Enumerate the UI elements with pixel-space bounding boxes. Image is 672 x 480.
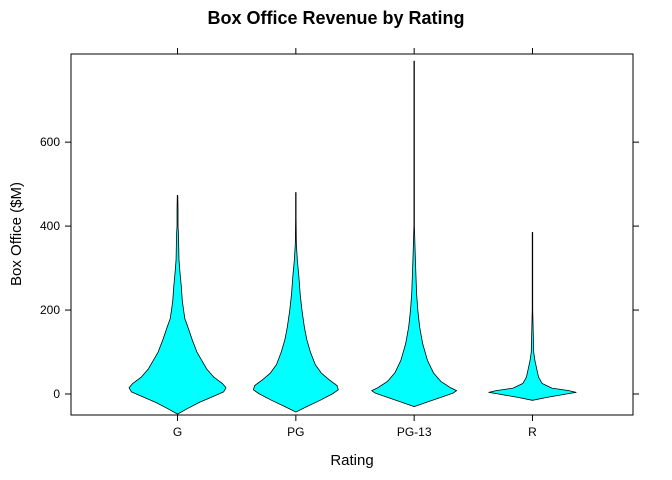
plot-frame: [70, 53, 634, 416]
x-tick-label: R: [528, 425, 537, 439]
violin-g: [128, 195, 227, 415]
x-axis: G PG PG-13 R: [173, 48, 537, 439]
y-axis-label: Box Office ($M): [8, 182, 25, 286]
x-axis-label: Rating: [330, 452, 373, 469]
chart-title: Box Office Revenue by Rating: [207, 8, 464, 28]
violins: [128, 60, 577, 415]
y-tick-label: 600: [40, 135, 60, 149]
violin-pg: [253, 192, 339, 413]
violin-r: [488, 232, 577, 401]
x-tick-label: G: [173, 425, 182, 439]
y-tick-label: 0: [53, 387, 60, 401]
x-tick-label: PG: [287, 425, 304, 439]
y-axis: 0 200 400 600: [40, 135, 639, 401]
y-tick-label: 400: [40, 219, 60, 233]
violin-pg-13: [371, 60, 457, 407]
x-tick-label: PG-13: [397, 425, 432, 439]
y-tick-label: 200: [40, 303, 60, 317]
